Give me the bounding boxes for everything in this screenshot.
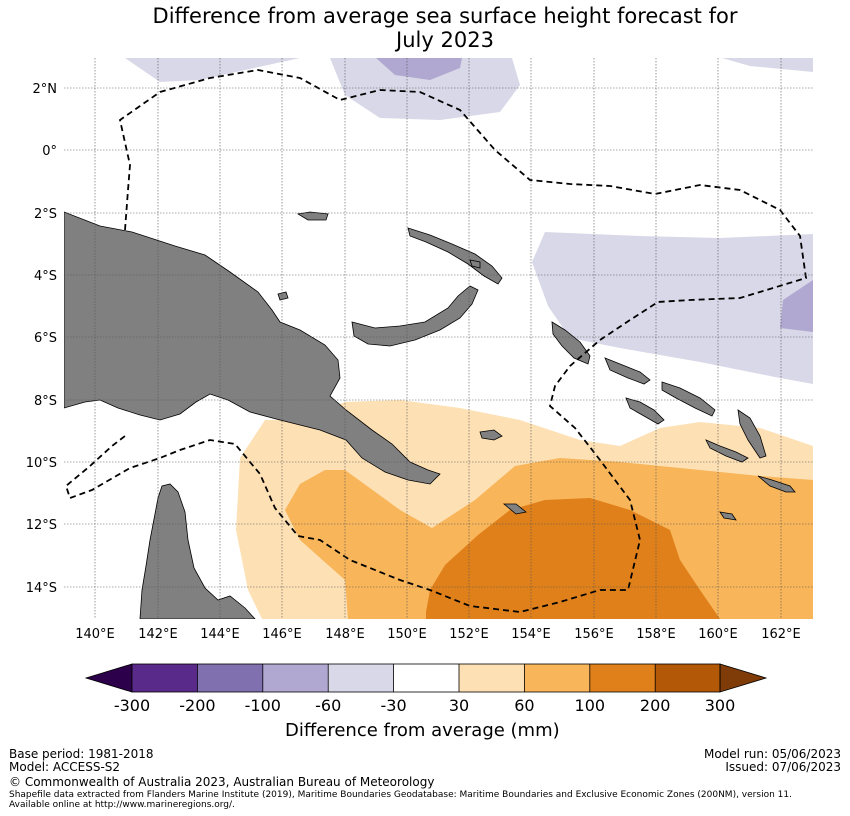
colorbar-tick-0: -300 bbox=[114, 696, 150, 715]
chart-title: Difference from average sea surface heig… bbox=[0, 4, 850, 52]
colorbar-swatch-2 bbox=[197, 664, 263, 692]
colorbar-dividers bbox=[196, 664, 656, 692]
colorbar-swatch-3 bbox=[262, 664, 329, 692]
colorbar-label: Difference from average (mm) bbox=[285, 720, 560, 741]
anomaly-neg-north bbox=[125, 58, 300, 82]
colorbar-swatch-8 bbox=[589, 664, 656, 692]
colorbar-swatch-7 bbox=[524, 664, 590, 692]
land-solomon-3 bbox=[625, 397, 665, 425]
model-run: Model run: 05/06/2023 bbox=[703, 747, 841, 761]
shapefile-credit-2: Available online at http://www.marinereg… bbox=[9, 800, 235, 810]
colorbar-extend-low bbox=[84, 663, 133, 693]
anomaly-neg-northeast bbox=[722, 58, 813, 72]
anomaly-neg-north-central bbox=[330, 58, 520, 120]
colorbar-tick-3: -60 bbox=[315, 696, 341, 715]
eez-boundary bbox=[64, 69, 808, 613]
model-name: Model: ACCESS-S2 bbox=[9, 760, 121, 774]
lat-label-6s: 6°S bbox=[34, 331, 57, 346]
colorbar-tick-8: 200 bbox=[640, 696, 671, 715]
colorbar-tick-7: 100 bbox=[575, 696, 606, 715]
land-australia bbox=[139, 483, 256, 619]
land-solomon-4 bbox=[737, 409, 767, 459]
anomaly-neg-east-dark bbox=[780, 280, 813, 332]
land-san-cristobal bbox=[757, 475, 796, 493]
copyright: © Commonwealth of Australia 2023, Austra… bbox=[9, 775, 435, 789]
colorbar-tick-1: -200 bbox=[179, 696, 215, 715]
issued-date: Issued: 07/06/2023 bbox=[725, 760, 841, 774]
land-solomon-1 bbox=[604, 357, 651, 385]
sea-height-map: 2°N 0° 2°S 4°S 6°S 8°S 10°S 12°S 14°S 14… bbox=[26, 58, 813, 642]
lat-label-8s: 8°S bbox=[34, 394, 57, 409]
title-line-2: July 2023 bbox=[396, 28, 494, 52]
colorbar-tick-2: -100 bbox=[245, 696, 281, 715]
land-solomon-5 bbox=[705, 439, 749, 463]
anomaly-neg-north-dark bbox=[376, 58, 462, 80]
colorbar-swatch-4 bbox=[328, 664, 394, 692]
land-small-island-2 bbox=[469, 259, 481, 269]
anomaly-pos-100-200 bbox=[426, 498, 720, 619]
shapefile-credit-1: Shapefile data extracted from Flanders M… bbox=[9, 790, 792, 800]
land-new-ireland bbox=[407, 227, 503, 285]
lon-label-152e: 152°E bbox=[449, 627, 489, 642]
colorbar-frame bbox=[131, 663, 721, 693]
lat-label-2s: 2°S bbox=[34, 207, 57, 222]
lon-label-150e: 150°E bbox=[387, 627, 427, 642]
land-new-britain bbox=[351, 285, 479, 347]
land-dentrecasteaux bbox=[479, 429, 503, 441]
colorbar-swatch-6 bbox=[459, 664, 525, 692]
title-line-1: Difference from average sea surface heig… bbox=[152, 4, 738, 28]
colorbar-tick-6: 60 bbox=[514, 696, 534, 715]
land-manus bbox=[296, 211, 329, 221]
lon-label-146e: 146°E bbox=[262, 627, 302, 642]
land-small-island-3 bbox=[719, 511, 737, 521]
base-period: Base period: 1981-2018 bbox=[9, 747, 154, 761]
lat-label-4s: 4°S bbox=[34, 269, 57, 284]
lon-label-142e: 142°E bbox=[138, 627, 178, 642]
lon-label-156e: 156°E bbox=[574, 627, 614, 642]
graticule bbox=[64, 58, 813, 619]
footer-right: Model run: 05/06/2023 Issued: 07/06/2023 bbox=[704, 748, 841, 774]
lat-label-12s: 12°S bbox=[26, 518, 57, 533]
anomaly-neg-east bbox=[532, 232, 813, 384]
colorbar-tick-5: 30 bbox=[449, 696, 469, 715]
lon-label-158e: 158°E bbox=[636, 627, 676, 642]
land-solomon-2 bbox=[661, 381, 716, 417]
lat-label-0: 0° bbox=[42, 144, 57, 159]
lon-label-144e: 144°E bbox=[200, 627, 240, 642]
lat-label-2n: 2°N bbox=[33, 82, 58, 97]
colorbar-tick-4: -30 bbox=[381, 696, 407, 715]
colorbar-swatch-9 bbox=[655, 664, 720, 692]
land-louisiade bbox=[502, 503, 527, 515]
lat-label-14s: 14°S bbox=[26, 581, 57, 596]
lon-label-160e: 160°E bbox=[698, 627, 738, 642]
colorbar-swatch-1 bbox=[132, 664, 198, 692]
land-small-island-1 bbox=[277, 291, 289, 301]
lat-label-10s: 10°S bbox=[26, 456, 57, 471]
lon-label-162e: 162°E bbox=[761, 627, 801, 642]
colorbar-tick-9: 300 bbox=[705, 696, 736, 715]
lon-label-154e: 154°E bbox=[511, 627, 551, 642]
land-bougainville bbox=[551, 321, 591, 365]
colorbar-extend-high bbox=[719, 663, 768, 693]
lon-label-148e: 148°E bbox=[325, 627, 365, 642]
colorbar-swatch-5 bbox=[393, 664, 459, 692]
footer-left: Base period: 1981-2018 Model: ACCESS-S2 bbox=[9, 748, 154, 774]
lon-label-140e: 140°E bbox=[75, 627, 115, 642]
